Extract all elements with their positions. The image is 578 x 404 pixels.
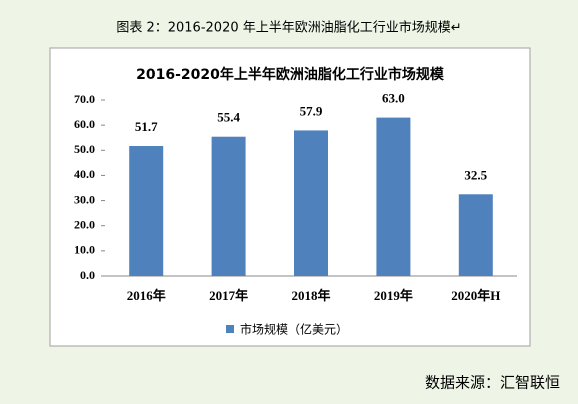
bar (458, 194, 493, 276)
legend-label: 市场规模（亿美元） (240, 322, 348, 337)
bar (129, 146, 164, 276)
y-tick-label: 50.0 (74, 142, 95, 156)
legend-swatch (226, 325, 234, 333)
x-tick-label: 2020年H (451, 288, 500, 303)
x-tick-label: 2019年 (374, 288, 413, 303)
x-tick-label: 2017年 (209, 288, 248, 303)
x-tick-label: 2018年 (291, 288, 330, 303)
y-tick-label: 20.0 (74, 217, 95, 231)
data-label: 51.7 (135, 119, 158, 134)
bar (211, 136, 246, 276)
y-tick-label: 60.0 (74, 117, 95, 131)
x-tick-label: 2016年 (127, 288, 166, 303)
source: 数据来源：汇智联恒 (425, 374, 560, 392)
bar (376, 117, 411, 276)
data-label: 63.0 (382, 91, 405, 106)
y-tick-label: 0.0 (80, 268, 95, 282)
y-tick-label: 70.0 (74, 92, 95, 106)
y-tick-label: 10.0 (74, 243, 95, 257)
data-label: 55.4 (217, 110, 240, 125)
data-label: 57.9 (300, 103, 323, 118)
caption: 图表 2：2016-2020 年上半年欧洲油脂化工行业市场规模↵ (116, 20, 461, 36)
bar (294, 130, 328, 276)
y-tick-label: 40.0 (74, 167, 95, 181)
y-tick-label: 30.0 (74, 192, 95, 206)
chart-title: 2016-2020年上半年欧洲油脂化工行业市场规模 (136, 66, 445, 83)
data-label: 32.5 (464, 167, 487, 182)
